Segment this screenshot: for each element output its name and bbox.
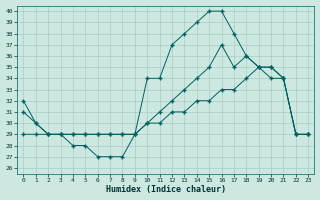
X-axis label: Humidex (Indice chaleur): Humidex (Indice chaleur) <box>106 185 226 194</box>
